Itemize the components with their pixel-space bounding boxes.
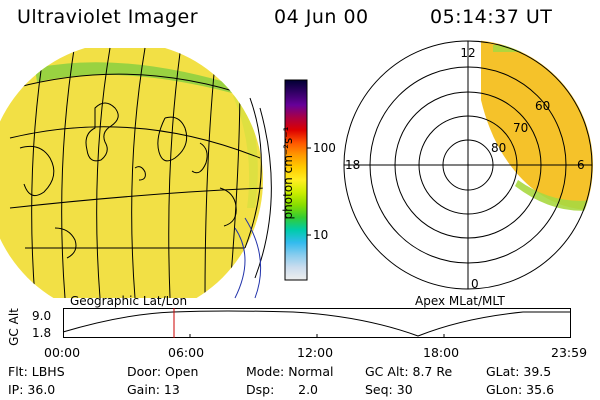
altitude-plot <box>62 308 571 338</box>
alt-xtick-0000: 00:00 <box>44 345 81 360</box>
info-ip: IP: 36.0 <box>8 382 56 397</box>
instrument-title: Ultraviolet Imager <box>17 6 199 28</box>
alt-xtick-0600: 06:00 <box>168 345 205 360</box>
mlt-label-6: 6 <box>577 158 585 172</box>
geo-limb-band <box>35 62 250 98</box>
date-label: 04 Jun 00 <box>274 6 369 28</box>
colorbar-tick-100: 100 <box>313 141 336 155</box>
colorbar <box>284 79 311 281</box>
info-gc-alt: GC Alt: 8.7 Re <box>365 364 453 379</box>
alt-xtick-1800: 18:00 <box>423 345 460 360</box>
info-gain: Gain: 13 <box>127 382 180 397</box>
alt-ytick-1-8: 1.8 <box>32 326 52 340</box>
info-door: Door: Open <box>127 364 199 379</box>
colorbar-ramp <box>284 79 308 281</box>
info-seq: Seq: 30 <box>365 382 413 397</box>
alt-ylabel: GC Alt <box>7 308 21 346</box>
info-glat: GLat: 39.5 <box>486 364 552 379</box>
polar-plot: 12 18 6 0 60 70 80 <box>343 40 593 291</box>
alt-plot-frame <box>63 308 571 338</box>
mlat-label-80: 80 <box>491 141 506 155</box>
lat-lon-grid <box>9 42 263 299</box>
alt-ytick-9: 9.0 <box>32 309 52 323</box>
coastlines <box>19 102 237 259</box>
geo-emission-fill <box>0 48 263 298</box>
alt-xtick-1200: 12:00 <box>297 345 334 360</box>
colorbar-tick-10: 10 <box>313 228 329 242</box>
polar-panel-label: Apex MLat/MLT <box>415 294 505 308</box>
geo-panel-label: Geographic Lat/Lon <box>70 294 188 308</box>
info-dsp: Dsp: 2.0 <box>246 382 319 397</box>
polar-grid <box>343 40 593 290</box>
mlt-label-0: 0 <box>471 277 479 291</box>
alt-xtick-2359: 23:59 <box>551 345 588 360</box>
info-glon: GLon: 35.6 <box>486 382 555 397</box>
geographic-image <box>0 42 272 299</box>
mlt-label-12: 12 <box>460 46 475 60</box>
mlt-label-18: 18 <box>345 158 360 172</box>
colorbar-unit-label: photon cm⁻²s⁻¹ <box>281 126 295 220</box>
mlat-label-60: 60 <box>535 99 550 113</box>
altitude-curve <box>62 310 571 337</box>
polar-emission-fill <box>481 40 593 210</box>
info-mode: Mode: Normal <box>246 364 334 379</box>
info-filter: Flt: LBHS <box>8 364 65 379</box>
time-label: 05:14:37 UT <box>430 6 553 28</box>
mlat-label-70: 70 <box>513 121 528 135</box>
